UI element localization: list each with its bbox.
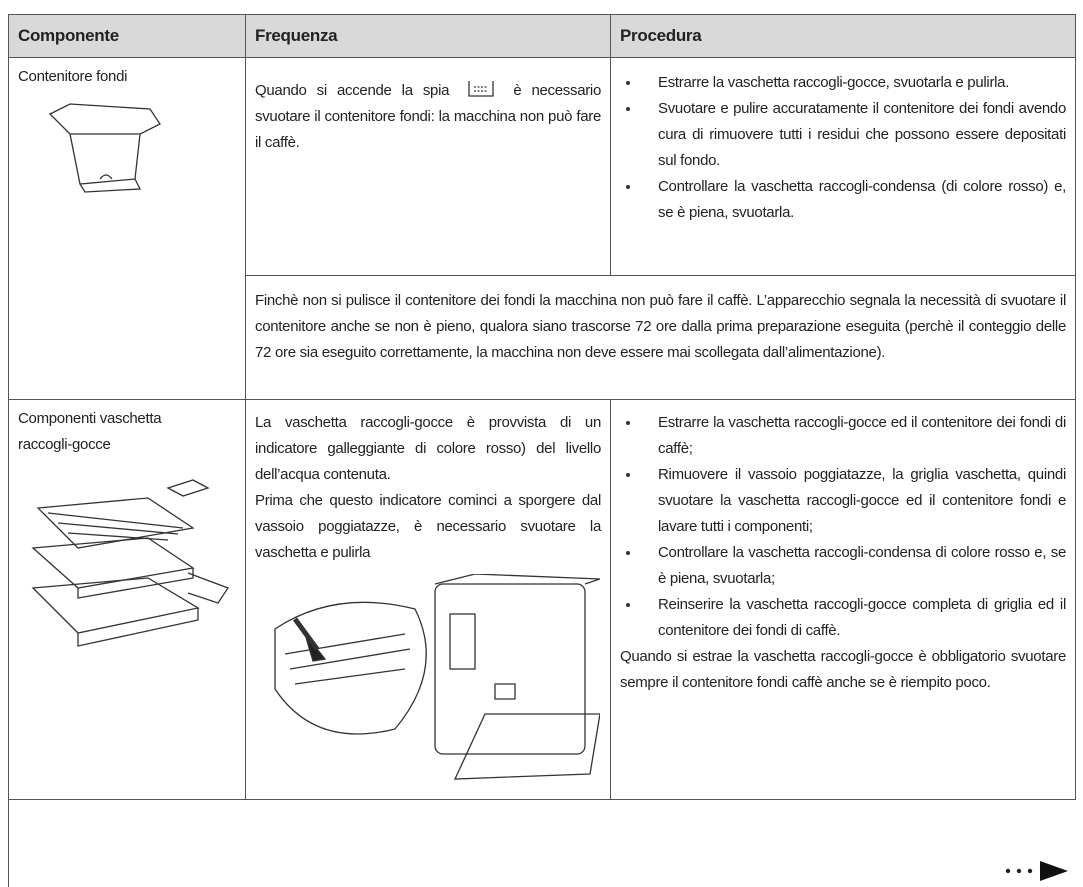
drip-tray-drawing [31, 479, 229, 647]
frequency-text: La vaschetta raccogli-gocce è provvista … [255, 414, 601, 483]
maintenance-table: Componente Frequenza Procedura Contenito… [8, 14, 1076, 887]
machine-drawing [274, 573, 601, 780]
procedure-step: Estrarre la vaschetta raccogli-gocce ed … [626, 410, 1066, 462]
procedure-step: Controllare la vaschetta raccogli-conden… [626, 540, 1066, 592]
header-cell: Componente [8, 14, 246, 58]
procedure-step: Estrarre la vaschetta raccogli-gocce, sv… [626, 70, 1066, 96]
procedure-step: Reinserire la vaschetta raccogli-gocce c… [626, 592, 1066, 644]
procedure-step: Controllare la vaschetta raccogli-conden… [626, 174, 1066, 226]
page: Componente Frequenza Procedura Contenito… [8, 14, 1076, 887]
component-name: Componenti vaschetta raccogli-gocce [18, 410, 162, 453]
frequency-cell: La vaschetta raccogli-gocce è provvista … [245, 399, 611, 800]
component-cell: Contenitore fondi [8, 57, 246, 400]
component-name: Contenitore fondi [18, 68, 128, 85]
grounds-container-drawing [48, 103, 161, 193]
frequency-text: Quando si accende la spia [255, 82, 450, 99]
procedure-cell: Estrarre la vaschetta raccogli-gocce, sv… [610, 57, 1076, 276]
component-cell: Componenti vaschetta raccogli-gocce [8, 399, 246, 800]
frequency-cell: Quando si accende la spia è necessario s… [245, 57, 611, 276]
continuation-cell [8, 799, 1076, 887]
procedure-step: Svuotare e pulire accuratamente il conte… [626, 96, 1066, 174]
note-cell: Finchè non si pulisce il contenitore dei… [245, 275, 1076, 400]
frequency-text: Prima che questo indicatore cominci a sp… [255, 492, 601, 561]
procedure-list: Estrarre la vaschetta raccogli-gocce, sv… [620, 70, 1066, 226]
procedure-step: Rimuovere il vassoio poggiatazze, la gri… [626, 462, 1066, 540]
header-cell: Procedura [610, 14, 1076, 58]
procedure-list: Estrarre la vaschetta raccogli-gocce ed … [620, 410, 1066, 644]
procedure-cell: Estrarre la vaschetta raccogli-gocce ed … [610, 399, 1076, 800]
continue-arrow [1005, 860, 1068, 881]
procedure-note: Quando si estrae la vaschetta raccogli-g… [620, 648, 1066, 691]
header-cell: Frequenza [245, 14, 611, 58]
frequency-text: è necessario svuotare il contenitore fon… [255, 82, 602, 151]
indicator-icon [468, 81, 494, 97]
